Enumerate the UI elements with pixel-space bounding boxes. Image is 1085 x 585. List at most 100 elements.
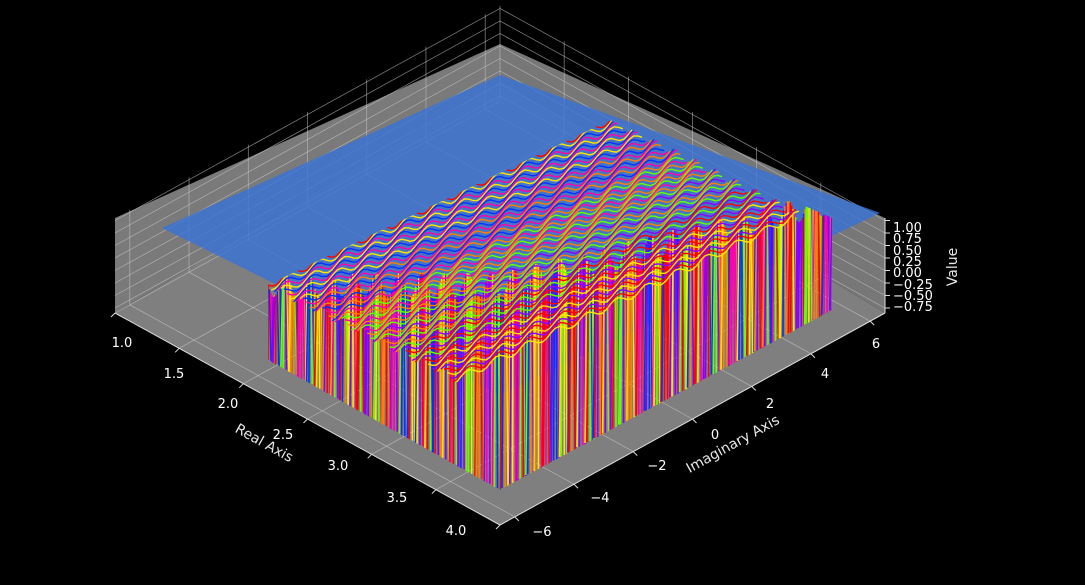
surface-streak [578,254,582,447]
surface-streak [268,289,272,361]
y-tick-label: −6 [532,525,551,540]
y-tick-label: 0 [711,428,719,443]
surface-streak [825,207,829,314]
surface-streak [331,277,335,397]
surface-streak [782,210,785,337]
surface-streak [821,214,825,316]
surface-streak [282,273,285,370]
surface-streak [531,273,535,473]
surface-streak [487,274,491,484]
surface-band [456,210,800,383]
surface-streak [330,274,334,397]
surface-streak [805,200,809,324]
floor-grid-line [129,304,515,518]
surface-streak [702,242,707,380]
surface-streak [699,228,702,382]
surface-streak [677,241,681,393]
surface-streak [728,239,732,366]
x-tick-label: 2.0 [218,397,239,412]
surface-streak [745,224,750,356]
tick-marks [110,220,890,530]
surface-streak [801,217,806,327]
surface-band [293,128,637,303]
surface-streak [426,285,429,450]
surface-streak [355,280,359,411]
surface-band [299,135,643,300]
x-tick-mark [110,312,116,318]
surface-streak [724,230,728,369]
surface-streak [318,296,321,389]
surface-band [315,140,659,313]
surface-streak [288,285,292,373]
surface-band [450,209,793,379]
surface-streak [779,214,783,338]
surface-streak [812,199,816,321]
surface-band [344,160,687,323]
surface-streak [792,209,795,332]
surface-band [364,169,707,332]
surface-streak [665,248,669,401]
surface-band [306,141,649,305]
surface-band [322,147,665,310]
surface-band [386,181,729,345]
z-tick-label: −0.75 [893,300,933,315]
x-tick-label: 2.5 [273,428,294,443]
z-tick-label: −0.25 [893,278,933,293]
y-tick-mark [514,516,520,522]
surface-band [395,179,739,353]
y-tick-mark [573,483,579,489]
y-tick-mark [869,320,875,326]
y-tick-label: −2 [647,459,666,474]
surface-band [379,174,723,340]
surface-streak [671,229,674,397]
surface-streak [353,273,357,409]
surface-streak [335,285,339,399]
z-axis-label: Value [945,248,961,286]
x-tick-label: 4.0 [446,524,467,539]
z-tick-label: 0.00 [893,266,922,281]
x-tick-mark [303,418,308,424]
y-tick-label: 6 [872,337,880,352]
surface-streak [697,225,700,383]
y-tick-label: 4 [821,367,829,382]
surface-band [283,129,627,292]
surface-streak [763,206,767,347]
surface-streak [815,207,818,319]
surface-band [443,209,787,372]
y-tick-label: 2 [766,397,774,412]
surface-band [373,168,717,343]
wall-grid-line [114,8,886,221]
x-tick-mark [495,524,501,530]
surface-streak [576,258,580,448]
surface-band [437,201,780,372]
surface-band [331,148,675,322]
surface-streak [635,261,639,416]
surface-band [353,158,697,333]
surface-streak [297,291,302,379]
surface-streak [436,290,440,455]
y-tick-mark [632,451,638,456]
surface-band [370,169,713,340]
surface-streak [319,296,324,390]
surface-band [417,192,761,362]
surface-streak [274,294,277,365]
surface-band [421,196,764,360]
x-tick-label: 3.5 [387,491,408,506]
surface-band [453,208,797,383]
z-tick-label: 0.25 [893,255,922,270]
surface-streak [526,283,530,475]
surface-band [446,211,790,376]
surface-streak [716,220,721,373]
surface-band [296,131,639,302]
x-tick-mark [431,489,437,495]
x-tick-label: 1.0 [112,336,133,351]
y-tick-mark [692,418,697,424]
surface-band [312,138,656,312]
y-tick-mark [810,353,816,359]
surface-band [408,190,752,358]
surface-streak [584,259,588,444]
surface-streak [606,248,610,433]
surface-streak [770,222,774,343]
surface-band [398,183,742,351]
surface-streak [467,274,471,474]
